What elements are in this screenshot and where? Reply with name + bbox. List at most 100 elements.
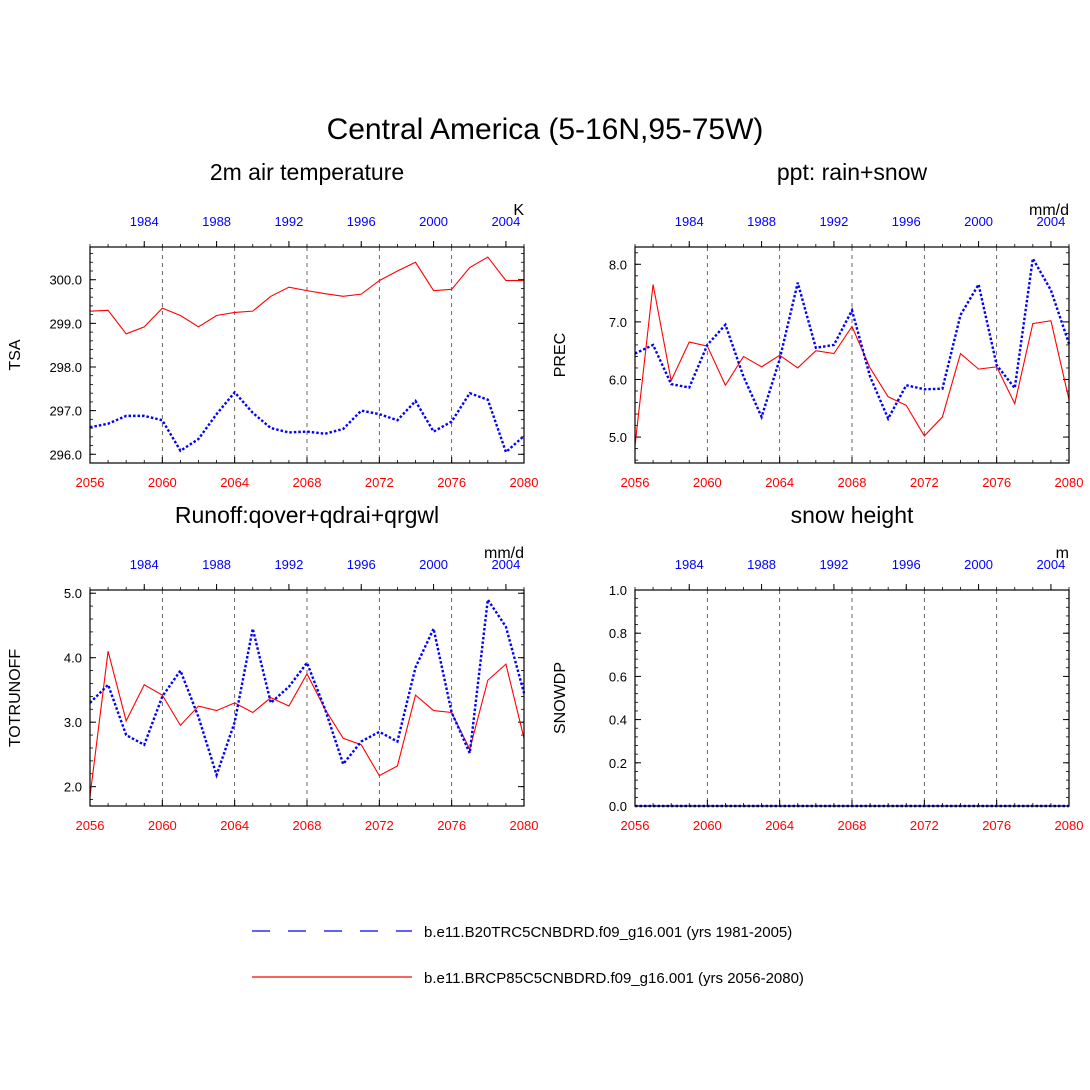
x-bottom-tick-label: 2064 [220, 475, 249, 490]
y-axis-label: SNOWDP [552, 662, 569, 734]
x-bottom-tick-label: 2072 [365, 818, 394, 833]
x-top-tick-label: 1984 [675, 557, 704, 572]
x-bottom-tick-label: 2076 [437, 818, 466, 833]
series-line-current [89, 390, 525, 455]
plot-frame [634, 589, 1070, 807]
x-top-tick-label: 1996 [347, 557, 376, 572]
x-top-tick-label: 2004 [491, 557, 520, 572]
y-tick-label: 5.0 [64, 586, 82, 601]
x-bottom-tick-label: 2056 [76, 475, 105, 490]
y-tick-label: 0.2 [609, 756, 627, 771]
x-bottom-tick-label: 2060 [148, 818, 177, 833]
x-top-tick-label: 2000 [419, 214, 448, 229]
y-axis-label: TSA [7, 339, 24, 370]
y-tick-label: 3.0 [64, 715, 82, 730]
x-top-tick-label: 1996 [892, 214, 921, 229]
x-top-tick-label: 1988 [202, 557, 231, 572]
y-tick-label: 0.0 [609, 799, 627, 814]
panel-title: 2m air temperature [210, 159, 404, 185]
x-bottom-tick-label: 2056 [621, 475, 650, 490]
x-bottom-tick-label: 2080 [1055, 475, 1084, 490]
x-top-tick-label: 2004 [1036, 557, 1065, 572]
x-bottom-tick-label: 2076 [982, 475, 1011, 490]
x-bottom-tick-label: 2068 [838, 475, 867, 490]
units-label: mm/d [1029, 202, 1069, 219]
series-line-current [634, 254, 1071, 422]
x-bottom-tick-label: 2076 [982, 818, 1011, 833]
panel-snow-height: snow height m SNOWDP 2056 2060 2064 2068 2072 20… [552, 502, 1083, 833]
x-top-tick-label: 2000 [964, 557, 993, 572]
series-line-future [89, 256, 524, 335]
x-bottom-tick-label: 2064 [765, 818, 794, 833]
legend-future-label: b.e11.BRCP85C5CNBDRD.f09_g16.001 (yrs 20… [424, 970, 804, 987]
x-bottom-tick-label: 2060 [148, 475, 177, 490]
y-tick-label: 296.0 [49, 447, 82, 462]
x-bottom-tick-label: 2060 [693, 475, 722, 490]
x-top-tick-label: 2000 [964, 214, 993, 229]
x-top-tick-label: 1988 [747, 557, 776, 572]
y-tick-label: 2.0 [64, 780, 82, 795]
x-top-tick-label: 1992 [819, 557, 848, 572]
x-bottom-tick-label: 2064 [220, 818, 249, 833]
x-top-tick-label: 2004 [1036, 214, 1065, 229]
x-top-tick-label: 1992 [274, 214, 303, 229]
y-tick-label: 0.8 [609, 626, 627, 641]
legend-current-label: b.e11.B20TRC5CNBDRD.f09_g16.001 (yrs 198… [424, 924, 792, 941]
x-top-tick-label: 2004 [491, 214, 520, 229]
y-tick-label: 300.0 [49, 273, 82, 288]
y-tick-label: 7.0 [609, 315, 627, 330]
panel-air-temperature: 2m air temperature K TSA 2056 2060 2064 2068 20… [7, 159, 538, 490]
legend: b.e11.B20TRC5CNBDRD.f09_g16.001 (yrs 198… [252, 924, 804, 987]
y-tick-label: 5.0 [609, 430, 627, 445]
y-tick-label: 1.0 [609, 583, 627, 598]
x-top-tick-label: 1988 [202, 214, 231, 229]
figure-title: Central America (5-16N,95-75W) [327, 113, 764, 146]
plot-frame [89, 589, 525, 807]
x-bottom-tick-label: 2064 [765, 475, 794, 490]
panel-title: Runoff:qover+qdrai+qrgwl [175, 502, 439, 528]
x-top-tick-label: 1984 [130, 214, 159, 229]
x-top-tick-label: 1984 [675, 214, 704, 229]
x-top-tick-label: 1988 [747, 214, 776, 229]
units-label: m [1056, 545, 1069, 562]
y-tick-label: 4.0 [64, 651, 82, 666]
y-tick-label: 6.0 [609, 372, 627, 387]
x-bottom-tick-label: 2072 [910, 818, 939, 833]
x-bottom-tick-label: 2056 [76, 818, 105, 833]
series-line-future [89, 651, 525, 797]
panel-title: ppt: rain+snow [777, 159, 928, 185]
x-bottom-tick-label: 2056 [621, 818, 650, 833]
panel-runoff: Runoff:qover+qdrai+qrgwl mm/d TOTRUNOFF 205… [7, 502, 538, 833]
plot-frame [89, 246, 525, 464]
plot-frame [634, 246, 1070, 464]
y-tick-label: 299.0 [49, 316, 82, 331]
y-axis-label: TOTRUNOFF [7, 649, 24, 748]
x-bottom-tick-label: 2080 [510, 818, 539, 833]
x-top-tick-label: 1996 [892, 557, 921, 572]
x-top-tick-label: 1992 [819, 214, 848, 229]
y-axis-label: PREC [552, 333, 569, 377]
panel-precipitation: ppt: rain+snow mm/d PREC 2056 2060 2064 2068 20… [552, 159, 1083, 490]
x-bottom-tick-label: 2080 [1055, 818, 1084, 833]
y-tick-label: 8.0 [609, 257, 627, 272]
x-top-tick-label: 1984 [130, 557, 159, 572]
y-tick-label: 298.0 [49, 360, 82, 375]
x-bottom-tick-label: 2080 [510, 475, 539, 490]
y-tick-label: 0.6 [609, 669, 627, 684]
x-bottom-tick-label: 2068 [838, 818, 867, 833]
x-bottom-tick-label: 2072 [910, 475, 939, 490]
x-bottom-tick-label: 2060 [693, 818, 722, 833]
x-bottom-tick-label: 2076 [437, 475, 466, 490]
y-tick-label: 297.0 [49, 404, 82, 419]
x-bottom-tick-label: 2068 [293, 475, 322, 490]
x-bottom-tick-label: 2068 [293, 818, 322, 833]
x-top-tick-label: 2000 [419, 557, 448, 572]
x-top-tick-label: 1996 [347, 214, 376, 229]
x-top-tick-label: 1992 [274, 557, 303, 572]
panel-title: snow height [791, 502, 914, 528]
units-label: K [513, 202, 524, 219]
y-tick-label: 0.4 [609, 713, 627, 728]
units-label: mm/d [484, 545, 524, 562]
x-bottom-tick-label: 2072 [365, 475, 394, 490]
